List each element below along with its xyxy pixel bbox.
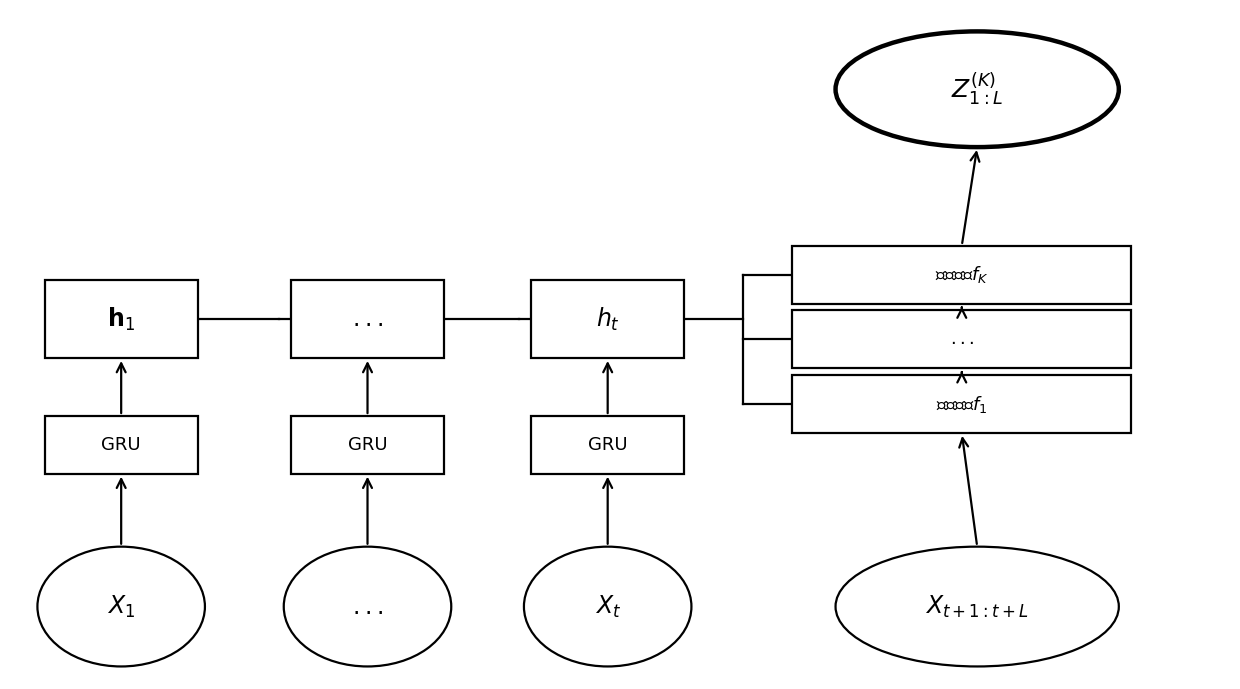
- Ellipse shape: [525, 546, 692, 666]
- Text: $Z_{1:L}^{(K)}$: $Z_{1:L}^{(K)}$: [951, 71, 1003, 108]
- FancyBboxPatch shape: [792, 311, 1131, 369]
- Text: GRU: GRU: [347, 436, 387, 454]
- Ellipse shape: [836, 32, 1118, 147]
- FancyBboxPatch shape: [45, 416, 197, 474]
- Text: $X_{t+1:t+L}$: $X_{t+1:t+L}$: [925, 593, 1029, 619]
- Text: GRU: GRU: [588, 436, 627, 454]
- Text: 可逆变换$f_1$: 可逆变换$f_1$: [936, 393, 987, 415]
- Text: 可逆变换$f_K$: 可逆变换$f_K$: [935, 265, 988, 285]
- Ellipse shape: [284, 546, 451, 666]
- Text: $...$: $...$: [352, 595, 383, 619]
- Ellipse shape: [37, 546, 205, 666]
- Text: $X_1$: $X_1$: [107, 593, 135, 619]
- FancyBboxPatch shape: [531, 280, 684, 358]
- Text: $X_t$: $X_t$: [595, 593, 621, 619]
- Text: $\mathbf{h}_1$: $\mathbf{h}_1$: [107, 305, 135, 333]
- FancyBboxPatch shape: [291, 280, 444, 358]
- FancyBboxPatch shape: [531, 416, 684, 474]
- Text: $...$: $...$: [950, 331, 973, 349]
- Text: $\mathit{h}_t$: $\mathit{h}_t$: [595, 305, 620, 333]
- FancyBboxPatch shape: [792, 246, 1131, 304]
- FancyBboxPatch shape: [792, 375, 1131, 433]
- FancyBboxPatch shape: [45, 280, 197, 358]
- Text: $...$: $...$: [352, 307, 383, 331]
- Ellipse shape: [836, 546, 1118, 666]
- FancyBboxPatch shape: [291, 416, 444, 474]
- Text: GRU: GRU: [102, 436, 141, 454]
